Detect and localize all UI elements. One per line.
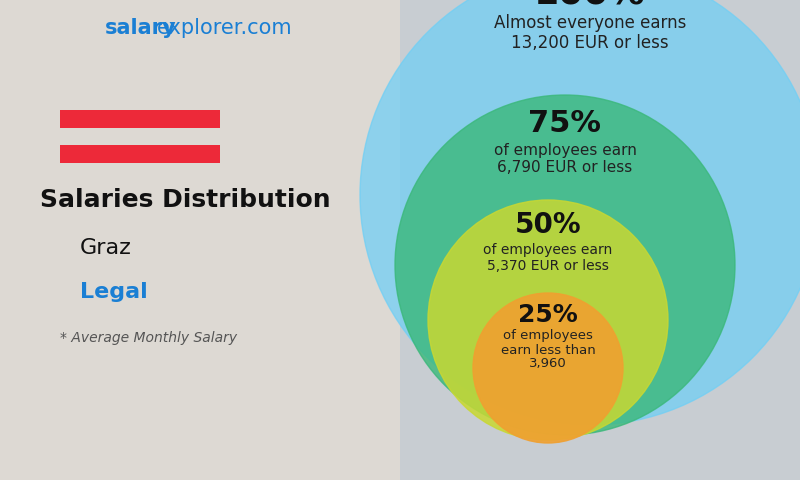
Bar bbox=[0, 48, 400, 72]
Circle shape bbox=[428, 200, 668, 440]
Bar bbox=[0, 288, 400, 312]
Bar bbox=[0, 360, 400, 384]
Bar bbox=[400, 0, 800, 480]
Bar bbox=[0, 0, 400, 480]
Text: 50%: 50% bbox=[514, 211, 582, 239]
Bar bbox=[0, 336, 400, 360]
Bar bbox=[0, 216, 400, 240]
Circle shape bbox=[360, 0, 800, 425]
Bar bbox=[0, 120, 400, 144]
Text: 5,370 EUR or less: 5,370 EUR or less bbox=[487, 259, 609, 273]
Bar bbox=[0, 384, 400, 408]
Bar bbox=[0, 72, 400, 96]
Text: Legal: Legal bbox=[80, 282, 148, 302]
Bar bbox=[60, 110, 220, 128]
Text: 13,200 EUR or less: 13,200 EUR or less bbox=[511, 34, 669, 52]
Text: Almost everyone earns: Almost everyone earns bbox=[494, 14, 686, 32]
Circle shape bbox=[473, 293, 623, 443]
Bar bbox=[0, 240, 400, 264]
Text: 3,960: 3,960 bbox=[529, 358, 567, 371]
Bar bbox=[0, 312, 400, 336]
Text: of employees: of employees bbox=[503, 329, 593, 343]
Bar bbox=[0, 168, 400, 192]
Bar bbox=[0, 192, 400, 216]
Text: Salaries Distribution: Salaries Distribution bbox=[40, 188, 330, 212]
Text: earn less than: earn less than bbox=[501, 344, 595, 357]
Bar bbox=[0, 456, 400, 480]
Text: explorer.com: explorer.com bbox=[157, 18, 293, 38]
Bar bbox=[0, 432, 400, 456]
Text: of employees earn: of employees earn bbox=[483, 243, 613, 257]
Circle shape bbox=[395, 95, 735, 435]
Text: 75%: 75% bbox=[529, 108, 602, 137]
Text: of employees earn: of employees earn bbox=[494, 143, 637, 157]
Bar bbox=[60, 145, 220, 163]
Text: salary: salary bbox=[105, 18, 177, 38]
Bar bbox=[0, 24, 400, 48]
Bar bbox=[0, 0, 400, 24]
Text: * Average Monthly Salary: * Average Monthly Salary bbox=[60, 331, 237, 345]
Bar bbox=[0, 96, 400, 120]
Text: 6,790 EUR or less: 6,790 EUR or less bbox=[498, 160, 633, 176]
Bar bbox=[0, 144, 400, 168]
Text: Graz: Graz bbox=[80, 238, 132, 258]
Bar bbox=[0, 264, 400, 288]
Bar bbox=[0, 408, 400, 432]
Text: 25%: 25% bbox=[518, 303, 578, 327]
Text: 100%: 100% bbox=[534, 0, 646, 10]
